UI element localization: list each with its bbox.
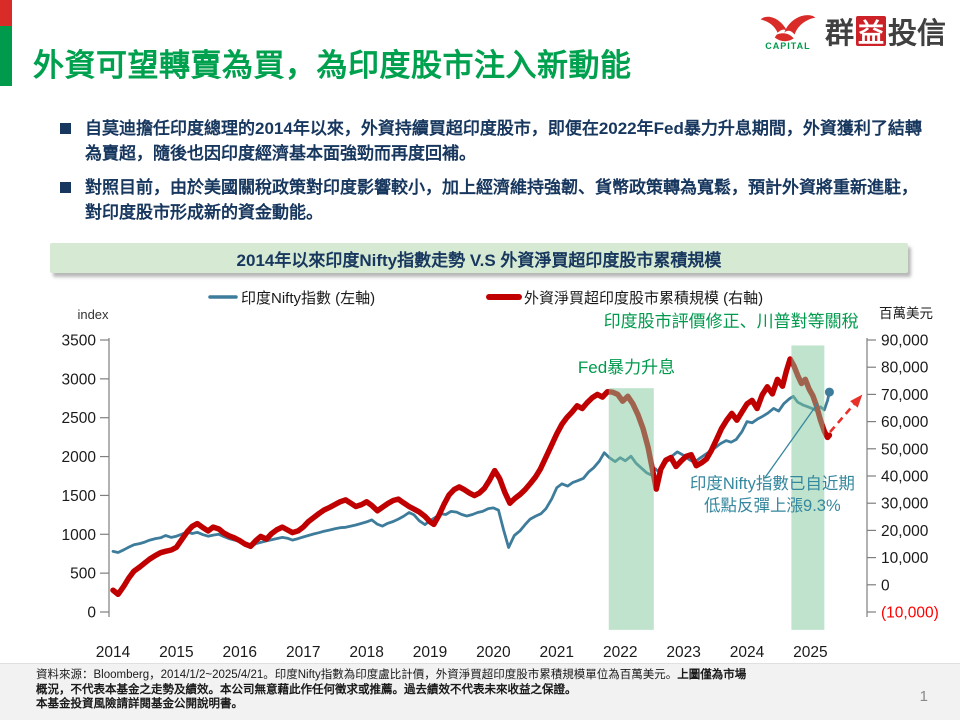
left-axis-tick-label: 500 — [70, 566, 96, 583]
page-title: 外資可望轉賣為買，為印度股市注入新動能 — [33, 48, 632, 83]
brand-char-highlight: 益 — [855, 16, 886, 48]
x-axis-tick-label: 2017 — [286, 644, 320, 661]
nifty-endpoint-dot — [824, 387, 834, 397]
right-axis-tick-label: 90,000 — [881, 333, 929, 350]
brand-chars-2: 投信 — [887, 18, 946, 50]
left-axis-tick-label: 3500 — [62, 333, 97, 350]
foreign-flow-line — [110, 356, 833, 598]
left-axis-title: index — [77, 307, 109, 322]
footer-disclaimer-start: 上圖僅為市場 — [677, 669, 747, 681]
left-axis-tick-label: 2500 — [62, 410, 97, 427]
x-axis-tick-label: 2019 — [413, 644, 447, 661]
footer: 資料來源：Bloomberg，2014/1/2~2025/4/21。印度Nift… — [0, 663, 960, 720]
capital-bird-wrap: CAPITAL — [757, 11, 819, 51]
brand-logo: CAPITAL 群 益 投信 — [757, 10, 946, 52]
capital-bird-icon — [760, 15, 816, 42]
footer-line-3: 本基金投資風險請詳閱基金公開說明書。 — [36, 698, 243, 711]
x-axis-tick-label: 2025 — [793, 644, 827, 661]
x-axis-tick-label: 2016 — [223, 644, 257, 661]
brand-caption: CAPITAL — [765, 41, 811, 51]
highlight-band — [791, 345, 825, 630]
legend-label: 印度Nifty指數 (左軸) — [241, 290, 375, 307]
legend-label: 外資淨買超印度股市累積規模 (右軸) — [524, 290, 763, 307]
right-axis-tick-label: 0 — [881, 577, 890, 594]
bullet-item: 對照目前，由於美國關稅政策對印度影響較小，加上經濟維持強韌、貨幣政策轉為寬鬆，預… — [60, 175, 932, 225]
chart-header-box: 2014年以來印度Nifty指數走勢 V.S 外資淨買超印度股市累積規模 — [50, 243, 908, 273]
left-axis-tick-label: 2000 — [62, 449, 97, 466]
right-axis-tick-label: 10,000 — [881, 550, 929, 567]
bullet-marker-icon — [60, 123, 71, 134]
x-axis-tick-label: 2021 — [540, 644, 574, 661]
footer-line-2: 概況，不代表本基金之走勢及績效。本公司無意藉此作任何徵求或推薦。過去績效不代表未… — [36, 683, 577, 696]
projection-arrow — [829, 394, 863, 433]
left-axis-tick-label: 1500 — [62, 488, 97, 505]
corner-accent-red — [0, 0, 12, 26]
corner-accent-green — [0, 26, 12, 86]
left-axis-tick-label: 3000 — [62, 371, 97, 388]
rebound-pointer — [764, 402, 819, 479]
bullet-marker-icon — [60, 182, 71, 194]
chart-annotation-fed-hike: Fed暴力升息 — [578, 358, 675, 377]
x-axis-tick-label: 2023 — [666, 644, 700, 661]
right-axis-tick-label: 70,000 — [881, 387, 929, 404]
x-axis-tick-label: 2020 — [476, 644, 511, 661]
footer-line-1: 資料來源：Bloomberg，2014/1/2~2025/4/21。印度Nift… — [36, 668, 960, 683]
highlight-band — [608, 388, 654, 630]
bullet-text: 對照目前，由於美國關稅政策對印度影響較小，加上經濟維持強韌、貨幣政策轉為寬鬆，預… — [85, 178, 918, 223]
right-axis-tick-label: 30,000 — [881, 496, 929, 513]
x-axis-tick-label: 2014 — [96, 644, 131, 661]
right-axis-tick-label: (10,000) — [881, 605, 939, 622]
chart-annotation-nifty-rebound: 印度Nifty指數已自近期低點反彈上漲9.3% — [690, 474, 855, 515]
left-axis-tick-label: 0 — [87, 605, 96, 622]
bullet-item: 自莫迪擔任印度總理的2014年以來，外資持續買超印度股市，即便在2022年Fed… — [60, 116, 932, 166]
bullet-list: 自莫迪擔任印度總理的2014年以來，外資持續買超印度股市，即便在2022年Fed… — [60, 116, 932, 235]
chart-header-text: 2014年以來印度Nifty指數走勢 V.S 外資淨買超印度股市累積規模 — [236, 250, 722, 270]
x-axis-tick-label: 2024 — [730, 644, 765, 661]
right-axis-tick-label: 40,000 — [881, 469, 929, 486]
brand-name: 群 益 投信 — [825, 10, 946, 52]
chart-legend: 印度Nifty指數 (左軸) 外資淨買超印度股市累積規模 (右軸) — [208, 290, 763, 307]
page-number: 1 — [919, 688, 928, 705]
right-axis-tick-label: 20,000 — [881, 523, 929, 540]
bullet-text: 自莫迪擔任印度總理的2014年以來，外資持續買超印度股市，即便在2022年Fed… — [85, 119, 922, 164]
x-axis-tick-label: 2015 — [159, 644, 193, 661]
right-axis-tick-label: 50,000 — [881, 441, 929, 458]
chart-axes: 0 500 1000 1500 2000 2500 3000 3500 (10,000) 0 10,… — [62, 306, 939, 661]
x-axis-tick-label: 2018 — [349, 644, 383, 661]
left-axis-tick-label: 1000 — [62, 527, 97, 544]
brand-char-1: 群 — [824, 18, 854, 50]
right-axis-tick-label: 80,000 — [881, 360, 929, 377]
nifty-line — [111, 390, 831, 554]
footer-source-text: 資料來源：Bloomberg，2014/1/2~2025/4/21。印度Nift… — [36, 669, 678, 681]
right-axis-tick-label: 60,000 — [881, 414, 929, 431]
right-axis-title: 百萬美元 — [879, 306, 933, 321]
chart-annotation-valuation-tariff: 印度股市評價修正、川普對等關稅 — [604, 312, 859, 331]
x-axis-tick-label: 2022 — [603, 644, 637, 661]
